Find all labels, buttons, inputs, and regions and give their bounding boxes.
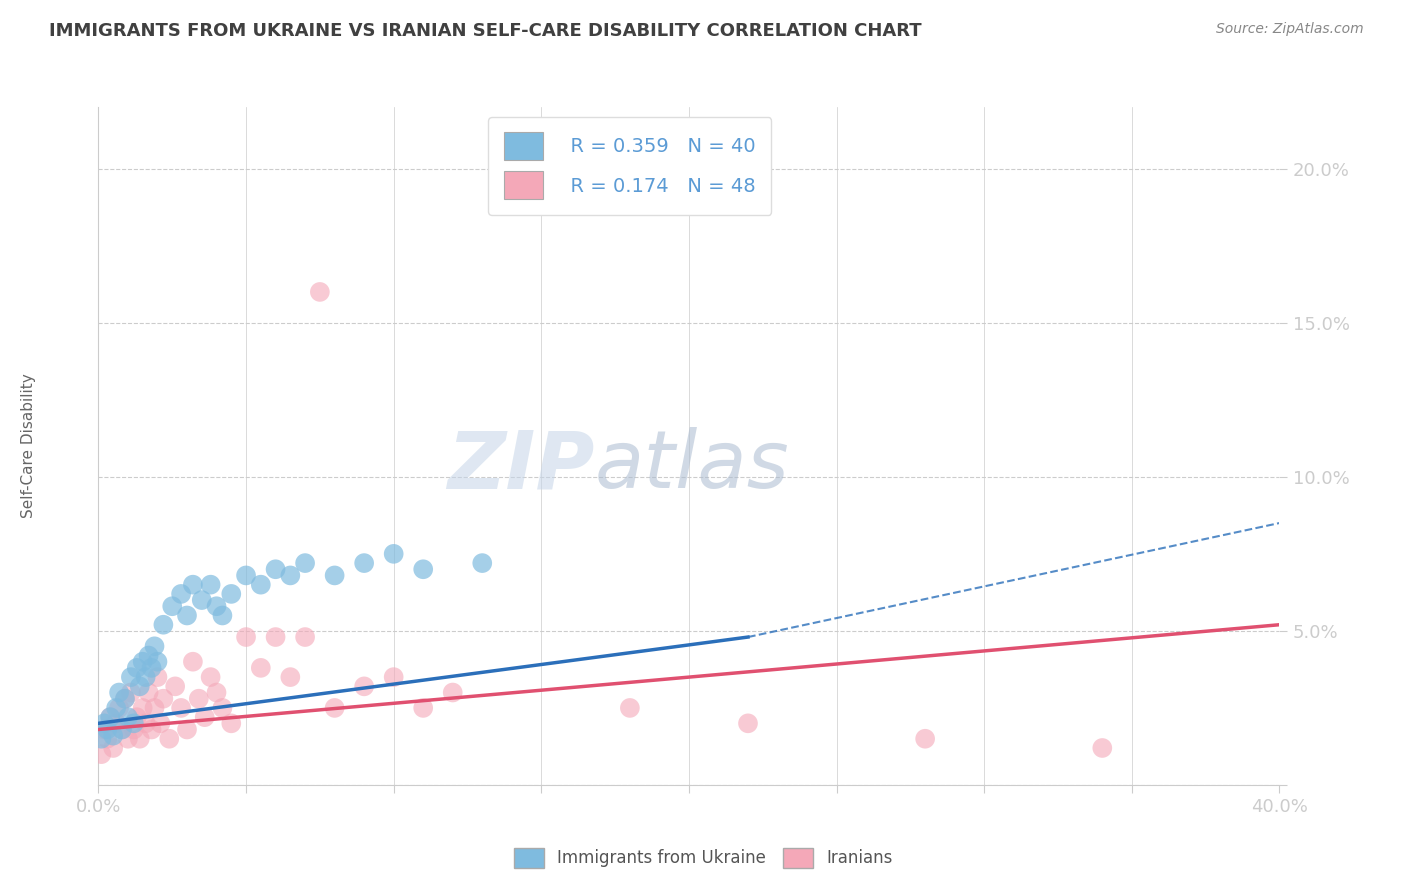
Point [152,617,174,632]
Point [323,701,346,715]
Point [120,685,142,699]
Legend:   R = 0.359   N = 40,   R = 0.174   N = 48: R = 0.359 N = 40, R = 0.174 N = 48 [488,117,772,215]
Point [108,685,131,699]
Point [181,655,204,669]
Point [128,679,150,693]
Point [737,716,759,731]
Point [103,729,125,743]
Point [120,670,142,684]
Point [165,679,187,693]
Point [105,716,128,731]
Point [138,648,160,663]
Point [1091,741,1114,756]
Point [105,701,128,715]
Point [353,679,375,693]
Point [235,568,257,582]
Point [170,587,193,601]
Point [278,670,302,684]
Point [441,685,464,699]
Point [152,691,174,706]
Point [117,731,139,746]
Point [382,547,405,561]
Point [205,685,228,699]
Legend: Immigrants from Ukraine, Iranians: Immigrants from Ukraine, Iranians [508,841,898,875]
Point [309,285,332,299]
Point [294,556,316,570]
Point [143,701,166,715]
Point [146,655,169,669]
Point [619,701,641,715]
Point [194,710,217,724]
Point [135,670,157,684]
Point [114,691,136,706]
Point [412,562,434,576]
Point [108,701,131,715]
Point [170,701,193,715]
Point [146,670,169,684]
Point [96,723,118,737]
Point [122,723,145,737]
Point [125,710,148,724]
Point [412,701,434,715]
Point [143,640,166,654]
Point [93,716,115,731]
Point [114,691,136,706]
Text: Source: ZipAtlas.com: Source: ZipAtlas.com [1216,22,1364,37]
Point [264,562,287,576]
Point [141,661,163,675]
Text: ZIP: ZIP [447,427,595,506]
Point [294,630,316,644]
Point [103,741,125,756]
Point [90,747,112,761]
Y-axis label: Self-Care Disability: Self-Care Disability [21,374,37,518]
Point [264,630,287,644]
Point [278,568,302,582]
Point [382,670,405,684]
Point [162,599,183,614]
Point [111,723,134,737]
Point [117,710,139,724]
Point [122,716,145,731]
Point [132,701,155,715]
Point [98,710,121,724]
Point [176,723,198,737]
Point [187,691,209,706]
Point [181,577,204,591]
Point [200,577,222,591]
Point [205,599,228,614]
Point [353,556,375,570]
Point [176,608,198,623]
Point [98,710,121,724]
Point [141,723,163,737]
Point [914,731,936,746]
Point [93,723,115,737]
Point [191,593,214,607]
Point [132,655,155,669]
Point [125,661,148,675]
Point [219,716,242,731]
Point [138,685,160,699]
Point [135,716,157,731]
Point [323,568,346,582]
Point [128,731,150,746]
Point [157,731,180,746]
Point [219,587,242,601]
Point [235,630,257,644]
Point [200,670,222,684]
Point [471,556,494,570]
Text: IMMIGRANTS FROM UKRAINE VS IRANIAN SELF-CARE DISABILITY CORRELATION CHART: IMMIGRANTS FROM UKRAINE VS IRANIAN SELF-… [49,22,922,40]
Point [96,731,118,746]
Point [211,701,233,715]
Point [211,608,233,623]
Point [250,661,273,675]
Point [111,723,134,737]
Text: atlas: atlas [595,427,789,506]
Point [90,731,112,746]
Point [250,577,273,591]
Point [149,716,172,731]
